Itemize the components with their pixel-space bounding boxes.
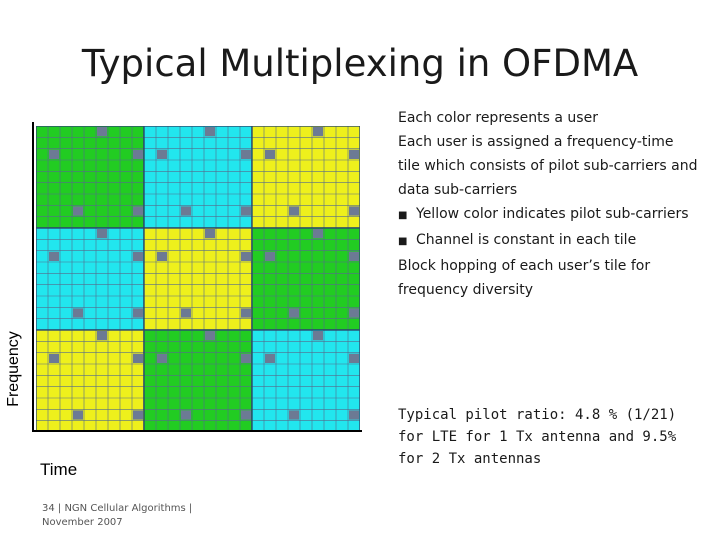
pilot-subcarrier — [265, 353, 275, 363]
square-bullet-icon: ■ — [398, 236, 408, 247]
pilot-subcarrier — [313, 331, 323, 341]
pilot-subcarrier — [49, 149, 59, 159]
pilot-subcarrier — [157, 251, 167, 261]
pilot-subcarrier — [97, 229, 107, 239]
sub-bullet: ■ Channel is constant in each tile — [398, 228, 698, 254]
pilot-subcarrier — [97, 331, 107, 341]
slide-title: Typical Multiplexing in OFDMA — [81, 42, 639, 85]
pilot-subcarrier — [349, 251, 359, 261]
ofdma-tile-grid — [35, 125, 361, 433]
time-axis-label: Time — [40, 460, 78, 479]
tile-grid-svg — [35, 125, 361, 433]
pilot-subcarrier — [289, 206, 299, 216]
pilot-ratio-note: Typical pilot ratio: 4.8 % (1/21) for LT… — [398, 407, 677, 467]
pilot-subcarrier — [49, 353, 59, 363]
pilot-subcarrier — [133, 410, 143, 420]
pilot-subcarrier — [73, 308, 83, 318]
user-tile-green — [144, 330, 252, 432]
pilot-subcarrier — [349, 206, 359, 216]
pilot-subcarrier — [133, 308, 143, 318]
pilot-subcarrier — [133, 206, 143, 216]
frequency-axis — [32, 122, 34, 432]
pilot-subcarrier — [205, 229, 215, 239]
time-axis — [32, 430, 362, 432]
pilot-subcarrier — [73, 206, 83, 216]
user-tile-yellow — [252, 126, 360, 228]
frequency-axis-label: Frequency — [5, 331, 22, 407]
pilot-subcarrier — [157, 149, 167, 159]
bullet-line: Each user is assigned a frequency-time t… — [398, 134, 698, 198]
pilot-subcarrier — [97, 127, 107, 137]
sub-bullet: ■ Yellow color indicates pilot sub-carrie… — [398, 202, 698, 228]
bullet-line: Block hopping of each user’s tile for fr… — [398, 258, 651, 298]
pilot-subcarrier — [157, 353, 167, 363]
user-tile-green — [36, 126, 144, 228]
user-tile-cyan — [144, 126, 252, 228]
pilot-subcarrier — [241, 149, 251, 159]
pilot-subcarrier — [289, 410, 299, 420]
user-tile-cyan — [252, 330, 360, 432]
pilot-subcarrier — [241, 410, 251, 420]
pilot-subcarrier — [133, 149, 143, 159]
pilot-subcarrier — [181, 206, 191, 216]
pilot-subcarrier — [265, 251, 275, 261]
pilot-subcarrier — [241, 308, 251, 318]
pilot-subcarrier — [349, 149, 359, 159]
pilot-subcarrier — [133, 353, 143, 363]
pilot-subcarrier — [181, 410, 191, 420]
pilot-subcarrier — [349, 308, 359, 318]
pilot-subcarrier — [313, 229, 323, 239]
pilot-subcarrier — [265, 149, 275, 159]
pilot-subcarrier — [205, 331, 215, 341]
pilot-subcarrier — [205, 127, 215, 137]
user-tile-yellow — [36, 330, 144, 432]
pilot-subcarrier — [313, 127, 323, 137]
pilot-subcarrier — [181, 308, 191, 318]
user-tile-cyan — [36, 228, 144, 330]
pilot-subcarrier — [241, 353, 251, 363]
pilot-subcarrier — [241, 206, 251, 216]
square-bullet-icon: ■ — [398, 210, 408, 221]
user-tile-yellow — [144, 228, 252, 330]
bullet-line: Each color represents a user — [398, 110, 598, 126]
user-tile-green — [252, 228, 360, 330]
pilot-subcarrier — [133, 251, 143, 261]
pilot-subcarrier — [349, 410, 359, 420]
pilot-subcarrier — [289, 308, 299, 318]
pilot-subcarrier — [349, 353, 359, 363]
pilot-subcarrier — [73, 410, 83, 420]
pilot-subcarrier — [241, 251, 251, 261]
pilot-subcarrier — [49, 251, 59, 261]
bullet-list: Each color represents a user Each user i… — [398, 106, 698, 302]
slide-footer: 34 | NGN Cellular Algorithms | November … — [42, 503, 193, 528]
